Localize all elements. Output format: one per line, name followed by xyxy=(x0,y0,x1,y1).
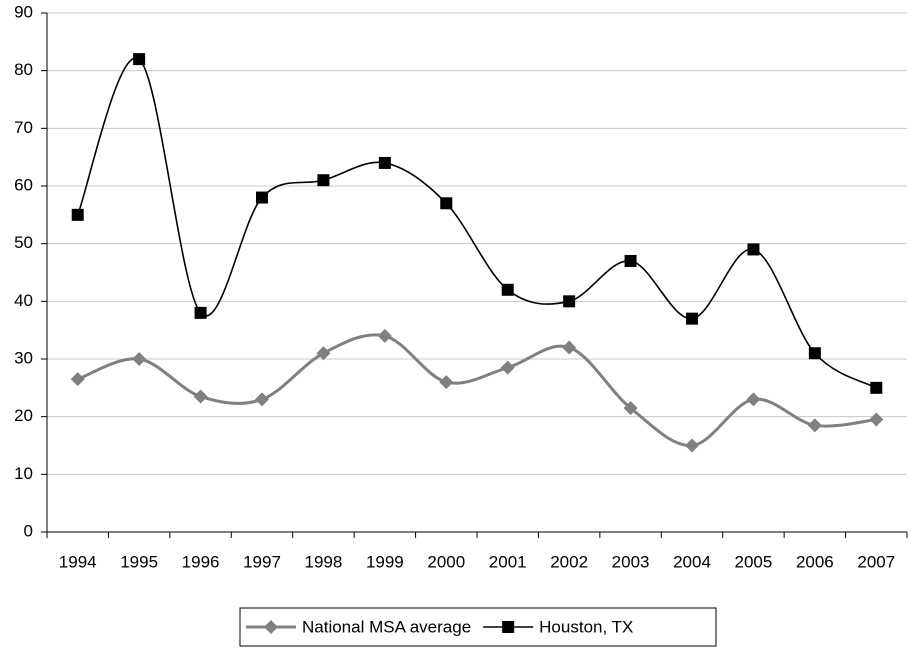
data-point xyxy=(686,312,698,325)
data-point xyxy=(194,306,207,319)
data-point xyxy=(501,283,514,296)
data-point xyxy=(623,401,638,416)
data-point xyxy=(133,53,146,66)
y-tick-label: 10 xyxy=(14,464,33,483)
data-point xyxy=(317,174,330,187)
x-tick-label: 1998 xyxy=(305,552,343,571)
data-point xyxy=(563,295,576,308)
data-point xyxy=(500,360,515,375)
data-point xyxy=(193,389,208,404)
data-point xyxy=(440,197,453,210)
legend-box xyxy=(239,607,717,647)
y-tick-label: 30 xyxy=(14,348,33,367)
data-point xyxy=(870,381,883,394)
data-point xyxy=(502,621,515,633)
x-tick-label: 1996 xyxy=(182,552,220,571)
data-point xyxy=(747,243,760,256)
y-tick-label: 50 xyxy=(14,233,33,252)
y-tick-label: 70 xyxy=(14,118,33,137)
x-tick-label: 1997 xyxy=(243,552,281,571)
x-tick-label: 1999 xyxy=(366,552,404,571)
legend-label: National MSA average xyxy=(302,617,471,636)
data-point xyxy=(316,346,331,361)
x-tick-label: 2004 xyxy=(673,552,711,571)
x-tick-label: 1994 xyxy=(59,552,97,571)
data-point xyxy=(378,156,391,169)
y-tick-label: 20 xyxy=(14,406,33,425)
data-point xyxy=(685,438,699,453)
data-point xyxy=(377,328,392,343)
x-tick-label: 2006 xyxy=(796,552,834,571)
data-point xyxy=(132,352,147,366)
x-tick-label: 2007 xyxy=(857,552,895,571)
data-point xyxy=(255,392,269,407)
y-tick-label: 60 xyxy=(14,175,33,194)
y-tick-label: 40 xyxy=(14,291,33,310)
x-tick-label: 2005 xyxy=(735,552,773,571)
y-tick-label: 0 xyxy=(24,521,33,540)
series-line xyxy=(77,333,877,448)
data-point xyxy=(624,254,637,267)
x-tick-label: 2001 xyxy=(489,552,527,571)
y-tick-label: 80 xyxy=(14,60,33,79)
data-point xyxy=(746,392,761,407)
legend-label: Houston, TX xyxy=(539,617,633,636)
x-tick-label: 2003 xyxy=(612,552,650,571)
data-point xyxy=(256,191,268,204)
data-point xyxy=(869,412,884,427)
data-point xyxy=(807,418,822,433)
data-point xyxy=(562,340,577,355)
data-point xyxy=(70,372,85,387)
x-tick-label: 2000 xyxy=(427,552,465,571)
data-point xyxy=(264,620,278,634)
x-tick-label: 2002 xyxy=(550,552,588,571)
y-tick-label: 90 xyxy=(14,2,33,21)
data-point xyxy=(808,347,821,360)
data-point xyxy=(439,375,454,390)
x-tick-label: 1995 xyxy=(120,552,158,571)
series-line xyxy=(76,57,877,389)
data-point xyxy=(71,208,84,221)
